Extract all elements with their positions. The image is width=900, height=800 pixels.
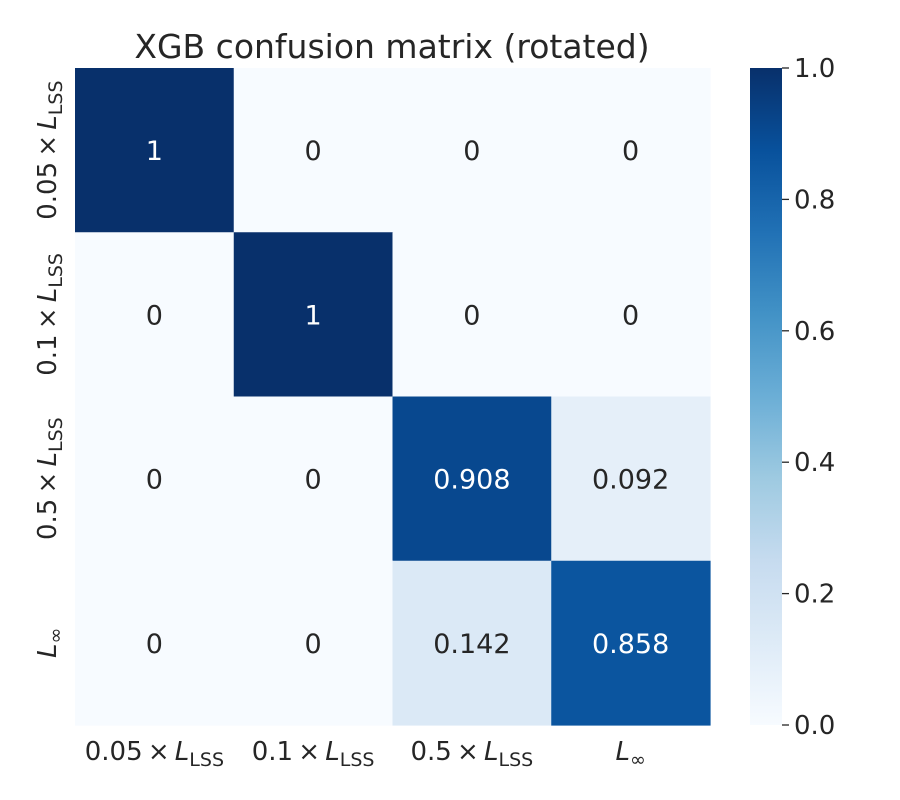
heatmap-cell <box>551 232 711 398</box>
x-axis-tick-labels: 0.05 × LLSS 0.1 × LLSS 0.5 × LLSS L∞ <box>85 737 646 771</box>
y-tick-label: L∞ <box>33 628 67 658</box>
heatmap-cell <box>233 396 394 562</box>
colorbar-tick-label: 1.0 <box>794 54 835 84</box>
colorbar-tick-label: 0.4 <box>794 448 835 478</box>
x-tick-label: 0.5 × LLSS <box>411 737 534 771</box>
cell-value-label: 0.908 <box>433 465 510 496</box>
cell-value-label: 0 <box>146 629 163 660</box>
heatmap-cell <box>551 560 711 726</box>
heatmap-cell <box>75 68 235 233</box>
heatmap-cell <box>551 68 711 233</box>
heatmap-cell <box>75 560 235 726</box>
y-tick-label: 0.5 × LLSS <box>33 417 67 540</box>
y-tick-label: 0.1 × LLSS <box>33 253 67 376</box>
x-tick-label: L∞ <box>615 737 645 771</box>
cell-value-label: 0 <box>463 136 480 167</box>
x-tick-label: 0.05 × LLSS <box>85 737 224 771</box>
heatmap-grid: 1 0 0 0 0 1 0 0 0 0 0.908 0.092 0 0 0.142 0.858 <box>75 68 711 726</box>
cell-value-label: 0 <box>146 300 163 331</box>
y-axis-tick-labels: 0.05 × LLSS 0.1 × LLSS 0.5 × LLSS L∞ <box>33 80 67 658</box>
colorbar-tick-label: 0.2 <box>794 580 835 610</box>
heatmap-cell <box>75 232 235 398</box>
y-tick-label: 0.05 × LLSS <box>33 80 67 219</box>
cell-value-label: 1 <box>146 136 163 167</box>
cell-value-label: 0 <box>305 465 322 496</box>
heatmap-cell <box>392 232 552 398</box>
cell-value-label: 0.092 <box>592 465 669 496</box>
colorbar-tick-label: 0.0 <box>794 711 835 741</box>
cell-value-label: 0 <box>463 300 480 331</box>
cell-value-label: 0 <box>622 300 639 331</box>
heatmap-cell <box>551 396 711 562</box>
cell-value-label: 0 <box>305 629 322 660</box>
cell-value-label: 0 <box>622 136 639 167</box>
heatmap-cell <box>392 68 552 233</box>
x-tick-label: 0.1 × LLSS <box>252 737 375 771</box>
heatmap-cell <box>392 560 552 726</box>
heatmap-cell <box>75 396 235 562</box>
colorbar-ticks: 0.0 0.2 0.4 0.6 0.8 1.0 <box>782 54 835 741</box>
colorbar-tick-label: 0.6 <box>794 317 835 347</box>
cell-value-label: 0 <box>305 136 322 167</box>
chart-title: XGB confusion matrix (rotated) <box>134 27 649 66</box>
colorbar: 0.0 0.2 0.4 0.6 0.8 1.0 <box>750 54 835 741</box>
cell-value-label: 0.142 <box>433 629 510 660</box>
cell-value-label: 0 <box>146 465 163 496</box>
cell-value-label: 0.858 <box>592 629 669 660</box>
colorbar-gradient <box>750 68 782 725</box>
cell-value-label: 1 <box>305 300 322 331</box>
heatmap-cell <box>233 232 394 398</box>
heatmap-cell <box>392 396 552 562</box>
colorbar-tick-label: 0.8 <box>794 185 835 215</box>
heatmap-cell <box>233 68 394 233</box>
heatmap-cell <box>233 560 394 726</box>
